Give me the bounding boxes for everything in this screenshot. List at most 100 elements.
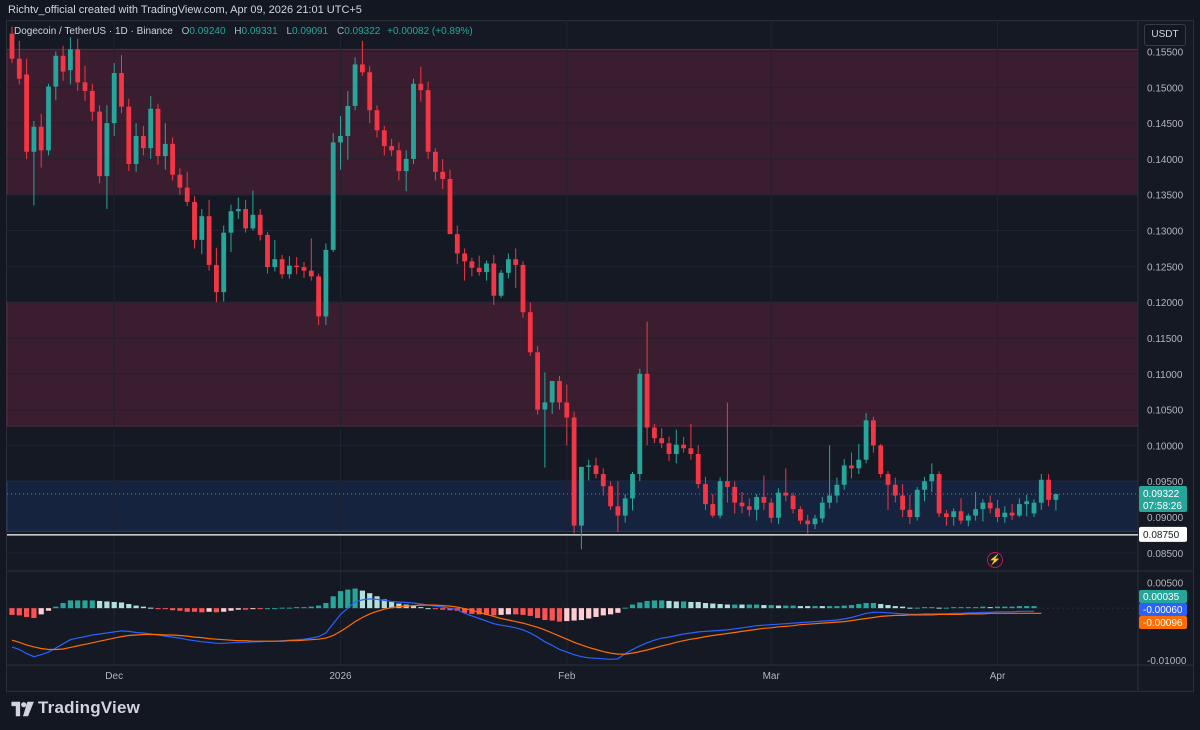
- macd-histogram-bar: [323, 603, 329, 609]
- candle-body: [666, 443, 672, 454]
- macd-histogram-bar: [527, 608, 533, 616]
- macd-tick-label: -0.01000: [1147, 656, 1187, 667]
- price-tick-label: 0.10500: [1147, 406, 1184, 417]
- macd-histogram-bar: [286, 607, 292, 609]
- macd-histogram-bar: [651, 600, 657, 609]
- candle: [754, 494, 759, 521]
- candle-body: [221, 232, 227, 293]
- macd-histogram-bar: [60, 603, 66, 609]
- candle-body: [819, 502, 825, 519]
- candle-body: [82, 82, 88, 91]
- tradingview-wordmark[interactable]: TradingView: [38, 698, 141, 717]
- macd-histogram-bar: [184, 608, 190, 612]
- candle-body: [418, 83, 424, 91]
- candle: [761, 475, 767, 510]
- candle: [60, 45, 66, 81]
- candle-body: [805, 520, 811, 525]
- candle: [235, 197, 241, 220]
- last-price-text: 0.09322: [1143, 489, 1180, 500]
- lightning-icon[interactable]: ⚡: [987, 552, 1003, 568]
- macd-histogram-bar: [1024, 606, 1030, 609]
- candle-body: [834, 484, 840, 496]
- low-label: L: [286, 26, 293, 37]
- candle-body: [484, 263, 489, 273]
- candle-body: [447, 178, 453, 235]
- macd-histogram-bar: [1009, 606, 1015, 609]
- candle-body: [914, 489, 920, 518]
- candle-body: [871, 420, 876, 446]
- macd-histogram-bar: [155, 608, 161, 610]
- candle: [878, 443, 884, 478]
- candle-body: [1002, 512, 1008, 518]
- macd-histogram-bar: [900, 606, 906, 609]
- candle-body: [133, 136, 139, 164]
- candle: [433, 148, 438, 181]
- tradingview-logo-icon[interactable]: [10, 697, 36, 721]
- candle: [527, 302, 533, 356]
- candle: [360, 40, 365, 76]
- macd-histogram-bar: [16, 608, 22, 616]
- candle-body: [170, 143, 175, 175]
- candle: [411, 78, 416, 164]
- candle-body: [1009, 512, 1015, 516]
- candle-body: [155, 108, 161, 157]
- candle-body: [89, 90, 95, 112]
- candle: [133, 123, 139, 172]
- macd-histogram-bar: [191, 608, 198, 612]
- macd-tick-label: 0.00500: [1147, 578, 1184, 589]
- candle-body: [652, 427, 657, 439]
- candle: [498, 269, 504, 298]
- macd-histogram-bar: [213, 608, 219, 613]
- price-tick-label: 0.11000: [1147, 370, 1183, 381]
- candle-body: [250, 214, 256, 229]
- candle-body: [1024, 501, 1030, 505]
- price-tick-label: 0.12000: [1147, 298, 1184, 309]
- macd-histogram-bar: [396, 603, 402, 609]
- candle: [403, 150, 409, 192]
- price-tick-label: 0.09500: [1147, 477, 1184, 488]
- candle-body: [396, 150, 402, 172]
- level-price-tag-box: [1139, 526, 1187, 542]
- candle: [695, 445, 701, 489]
- candle: [221, 225, 227, 302]
- candle: [732, 481, 738, 514]
- macd-histogram-bar: [133, 605, 139, 609]
- candle: [980, 499, 986, 522]
- currency-button[interactable]: USDT: [1144, 24, 1186, 46]
- candle: [469, 257, 475, 277]
- candle-body: [374, 110, 380, 131]
- macd-histogram-bar: [308, 606, 314, 609]
- time-tick-label: Apr: [990, 671, 1006, 682]
- candle-body: [433, 151, 438, 172]
- candle-body: [31, 126, 37, 152]
- macd-histogram-bar: [644, 600, 650, 609]
- price-tick-label: 0.13500: [1147, 191, 1184, 202]
- candle-body: [827, 495, 832, 503]
- macd-histogram-bar: [856, 604, 862, 609]
- symbol-legend[interactable]: Dogecoin / TetherUS · 1D · Binance O0.09…: [14, 26, 473, 37]
- macd-histogram-bar: [564, 608, 570, 622]
- candle-body: [184, 187, 190, 202]
- candle-body: [768, 502, 774, 518]
- candle: [199, 209, 205, 255]
- candle: [819, 496, 825, 523]
- candle-body: [148, 108, 154, 149]
- macd-value-tag: 0.00035: [1139, 590, 1187, 603]
- candle: [834, 477, 840, 503]
- macd-histogram-bar: [410, 605, 417, 609]
- macd-histogram-bar: [987, 607, 993, 609]
- candle: [1002, 506, 1008, 523]
- candle: [162, 123, 168, 170]
- macd-histogram-bar: [921, 607, 928, 609]
- macd-histogram-bar: [951, 607, 957, 609]
- macd-histogram-bar: [367, 593, 373, 609]
- signal-line: [11, 604, 1042, 655]
- macd-histogram-bar: [659, 600, 665, 609]
- macd-histogram-bar: [498, 608, 504, 615]
- macd-histogram-bar: [235, 608, 241, 610]
- macd-histogram-bar: [812, 606, 818, 609]
- macd-histogram-bar: [520, 608, 526, 615]
- candle-body: [929, 474, 935, 482]
- candle: [535, 345, 540, 415]
